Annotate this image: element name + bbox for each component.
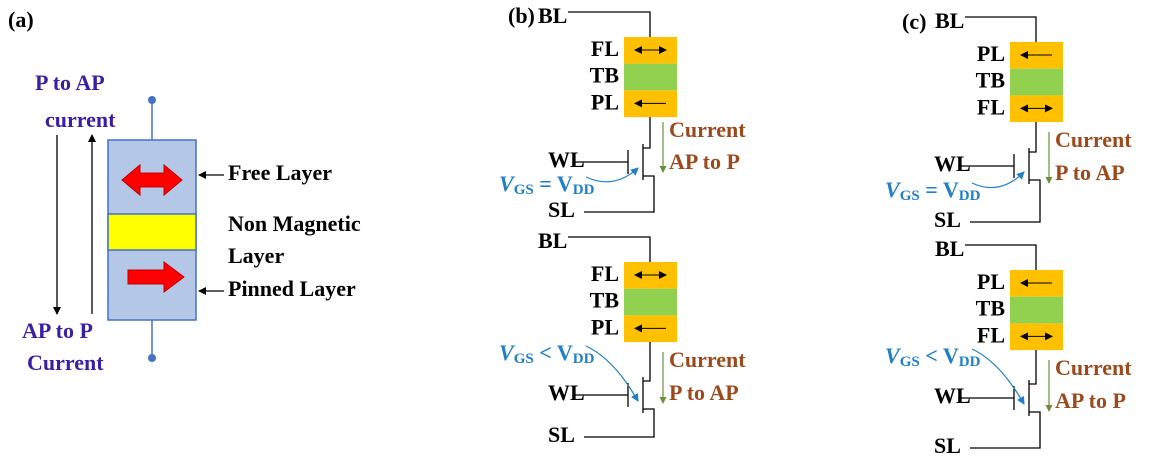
- label: SL: [548, 197, 575, 222]
- vgs-label: VGS < VDD: [885, 343, 981, 370]
- label: P to AP: [1055, 160, 1125, 185]
- drain-wire: [643, 342, 650, 381]
- subscript: DD: [959, 354, 981, 370]
- label: AP to P: [669, 149, 740, 174]
- label: BL: [538, 3, 567, 28]
- source-wire: [970, 412, 1040, 448]
- label: SL: [548, 422, 575, 447]
- vgs-label: VGS = VDD: [499, 171, 595, 198]
- layer: [624, 64, 677, 91]
- vgs-arrow: [972, 172, 1024, 188]
- label: WL: [934, 151, 971, 176]
- subscript: GS: [514, 351, 534, 367]
- label: Layer: [228, 243, 284, 268]
- label: AP to P: [22, 318, 93, 343]
- label: (c): [902, 9, 926, 34]
- label: SL: [934, 207, 961, 232]
- mtj-cell: VGS = VDD: [885, 17, 1063, 222]
- label: (a): [8, 7, 34, 32]
- vgs-arrow: [586, 168, 638, 182]
- label: PL: [591, 314, 619, 339]
- label: WL: [934, 383, 971, 408]
- source-wire: [584, 176, 654, 212]
- bit-line: [965, 245, 1036, 270]
- label: Current: [669, 117, 746, 142]
- label: current: [45, 107, 116, 132]
- figure: (a) P to AP current AP to P Current Free Laye…: [0, 0, 1161, 464]
- label: TB: [976, 296, 1006, 321]
- label: FL: [977, 94, 1005, 119]
- subscript: GS: [900, 354, 920, 370]
- label: Non Magnetic: [228, 211, 361, 236]
- drain-wire: [643, 117, 650, 148]
- label: Current: [1055, 127, 1132, 152]
- label: AP to P: [1055, 388, 1126, 413]
- vgs-label: VGS = VDD: [885, 177, 981, 204]
- layer: [1010, 297, 1063, 324]
- mtj-cell: VGS < VDD: [885, 245, 1063, 448]
- source-wire: [584, 409, 654, 437]
- label: BL: [538, 228, 567, 253]
- relation: < V: [920, 343, 959, 368]
- mtj-cell: VGS < VDD: [499, 237, 677, 437]
- drain-wire: [1029, 122, 1036, 152]
- label: BL: [935, 8, 964, 33]
- relation: = V: [920, 177, 959, 202]
- bit-line: [965, 17, 1036, 42]
- drain-wire: [1029, 350, 1036, 384]
- label: TB: [590, 63, 620, 88]
- vgs-label: VGS < VDD: [499, 340, 595, 367]
- subscript: GS: [514, 182, 534, 198]
- label: PL: [977, 269, 1005, 294]
- label: BL: [935, 236, 964, 261]
- layer: [1010, 69, 1063, 96]
- label: Current: [669, 347, 746, 372]
- relation: < V: [534, 340, 573, 365]
- label: WL: [548, 147, 585, 172]
- label: SL: [934, 433, 961, 458]
- label: PL: [977, 41, 1005, 66]
- label: FL: [977, 322, 1005, 347]
- subscript: DD: [573, 182, 595, 198]
- label: FL: [591, 36, 619, 61]
- layer: [624, 289, 677, 316]
- label: P to AP: [35, 70, 105, 95]
- subscript: DD: [959, 188, 981, 204]
- label: TB: [976, 68, 1006, 93]
- label: P to AP: [669, 380, 739, 405]
- label: Current: [1055, 355, 1132, 380]
- label: PL: [591, 89, 619, 114]
- mtj-cell: VGS = VDD: [499, 12, 677, 212]
- label: Free Layer: [228, 160, 332, 185]
- subscript: DD: [573, 351, 595, 367]
- relation: = V: [534, 171, 573, 196]
- subscript: GS: [900, 188, 920, 204]
- label: WL: [548, 380, 585, 405]
- label: FL: [591, 261, 619, 286]
- label: Pinned Layer: [228, 276, 356, 301]
- label: (b): [508, 3, 535, 28]
- bit-line: [568, 12, 650, 37]
- bit-line: [568, 237, 650, 262]
- label: Current: [27, 350, 104, 375]
- label: TB: [590, 288, 620, 313]
